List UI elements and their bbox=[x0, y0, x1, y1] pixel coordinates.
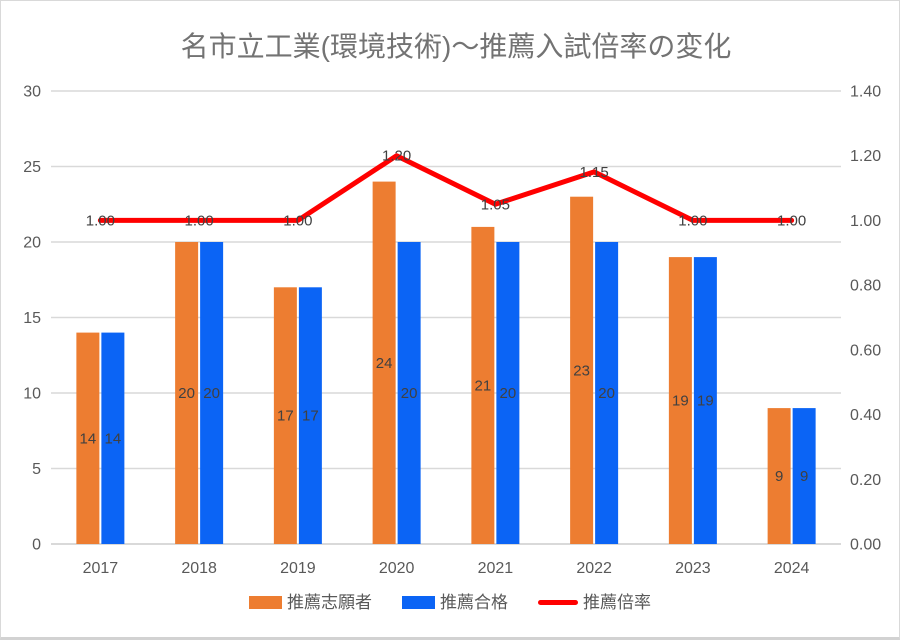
bar-推薦合格 bbox=[496, 242, 520, 544]
line-data-label: 1.00 bbox=[777, 212, 806, 229]
legend-item-applicants[interactable]: 推薦志願者 bbox=[249, 594, 372, 611]
right-axis-tick-label: 1.40 bbox=[850, 84, 881, 101]
bar-推薦合格 bbox=[595, 242, 619, 544]
bar-推薦合格 bbox=[200, 242, 224, 544]
left-axis-tick-label: 0 bbox=[32, 537, 41, 554]
bar-data-label: 9 bbox=[775, 468, 783, 485]
legend-item-accepted[interactable]: 推薦合格 bbox=[402, 594, 508, 611]
bar-data-label: 20 bbox=[401, 385, 418, 402]
bar-推薦志願者 bbox=[372, 181, 396, 544]
bar-data-label: 20 bbox=[500, 385, 517, 402]
line-推薦倍率 bbox=[97, 153, 795, 223]
legend-label: 推薦志願者 bbox=[287, 593, 372, 612]
bar-推薦合格 bbox=[101, 332, 125, 544]
bar-推薦志願者 bbox=[175, 242, 199, 544]
bar-推薦合格 bbox=[792, 408, 816, 544]
bar-data-label: 17 bbox=[277, 408, 294, 425]
right-axis-tick-label: 0.20 bbox=[850, 472, 881, 489]
bar-推薦志願者 bbox=[471, 226, 495, 544]
bar-data-label: 20 bbox=[598, 385, 615, 402]
right-axis-tick-label: 1.20 bbox=[850, 148, 881, 165]
legend: 推薦志願者 推薦合格 推薦倍率 bbox=[1, 594, 899, 611]
legend-swatch-bar-blue-icon bbox=[402, 596, 435, 609]
bar-推薦合格 bbox=[693, 257, 717, 544]
legend-swatch-bar-orange-icon bbox=[249, 596, 282, 609]
legend-swatch-line-red-icon bbox=[538, 600, 578, 605]
x-axis-category-label: 2021 bbox=[478, 560, 514, 577]
left-axis-tick-label: 5 bbox=[32, 461, 41, 478]
left-axis-tick-label: 15 bbox=[23, 310, 41, 327]
bar-推薦志願者 bbox=[570, 196, 594, 544]
legend-item-ratio[interactable]: 推薦倍率 bbox=[538, 594, 651, 611]
x-axis-category-label: 2017 bbox=[83, 560, 119, 577]
legend-label: 推薦合格 bbox=[440, 593, 508, 612]
line-data-label: 1.00 bbox=[283, 212, 312, 229]
bar-推薦志願者 bbox=[273, 287, 297, 544]
left-axis-tick-label: 25 bbox=[23, 159, 41, 176]
legend-label: 推薦倍率 bbox=[583, 593, 651, 612]
bar-推薦志願者 bbox=[76, 332, 100, 544]
right-axis-tick-label: 0.00 bbox=[850, 537, 881, 554]
bar-推薦志願者 bbox=[668, 257, 692, 544]
chart-title: 名市立工業(環境技術)～推薦入試倍率の変化 bbox=[180, 31, 732, 62]
right-axis-tick-label: 1.00 bbox=[850, 213, 881, 230]
bar-data-label: 9 bbox=[800, 468, 808, 485]
bar-推薦志願者 bbox=[767, 408, 791, 544]
bar-data-label: 21 bbox=[475, 377, 492, 394]
bar-推薦合格 bbox=[298, 287, 322, 544]
bar-data-label: 24 bbox=[376, 355, 393, 372]
left-axis-tick-label: 20 bbox=[23, 235, 41, 252]
x-axis-category-label: 2024 bbox=[774, 560, 810, 577]
line-data-label: 1.00 bbox=[678, 212, 707, 229]
x-axis-category-label: 2019 bbox=[280, 560, 316, 577]
bar-data-label: 14 bbox=[105, 430, 122, 447]
x-axis-category-label: 2023 bbox=[675, 560, 711, 577]
x-axis-category-label: 2022 bbox=[576, 560, 612, 577]
line-data-label: 1.20 bbox=[382, 148, 411, 165]
line-data-label: 1.15 bbox=[580, 164, 609, 181]
right-axis-tick-label: 0.80 bbox=[850, 278, 881, 295]
left-axis-tick-label: 30 bbox=[23, 84, 41, 101]
right-axis-tick-label: 0.40 bbox=[850, 407, 881, 424]
bar-data-label: 19 bbox=[672, 393, 689, 410]
bar-data-label: 20 bbox=[178, 385, 195, 402]
bar-data-label: 17 bbox=[302, 408, 319, 425]
bar-data-label: 19 bbox=[697, 393, 714, 410]
line-data-label: 1.00 bbox=[86, 212, 115, 229]
line-data-label: 1.05 bbox=[481, 196, 510, 213]
bar-data-label: 14 bbox=[80, 430, 97, 447]
x-axis-category-label: 2020 bbox=[379, 560, 415, 577]
bar-推薦合格 bbox=[397, 242, 421, 544]
left-axis-tick-label: 10 bbox=[23, 386, 41, 403]
x-axis-category-label: 2018 bbox=[181, 560, 217, 577]
bar-data-label: 23 bbox=[573, 362, 590, 379]
line-data-label: 1.00 bbox=[185, 212, 214, 229]
bar-data-label: 20 bbox=[203, 385, 220, 402]
right-axis-tick-label: 0.60 bbox=[850, 342, 881, 359]
